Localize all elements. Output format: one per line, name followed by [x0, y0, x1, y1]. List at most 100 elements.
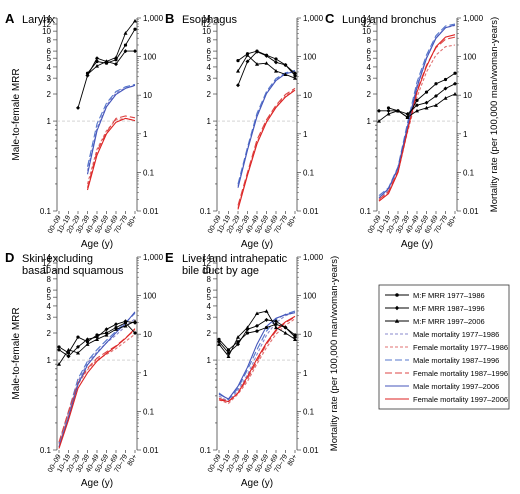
mrr-point [133, 27, 137, 31]
mrr-point [245, 325, 250, 330]
x-tick-label: 80+ [447, 215, 459, 229]
mortality-line-male [58, 311, 136, 448]
right-tick-label: 0.01 [143, 207, 159, 216]
mrr-point [424, 100, 429, 105]
mrr-point [245, 53, 250, 57]
y-axis-label-left: Male-to-female MRR [11, 68, 22, 160]
left-tick-label: 6 [47, 286, 52, 295]
mortality-line-female [378, 44, 456, 202]
mrr-point [76, 350, 80, 355]
mrr-point [443, 86, 448, 91]
panel-title-line: Liver and intrahepatic [182, 253, 288, 265]
legend-label: M:F MRR 1997–2006 [413, 317, 485, 326]
right-tick-label: 1,000 [463, 14, 484, 23]
mrr-point [85, 340, 90, 344]
mrr-point [245, 331, 250, 335]
mrr-point [264, 325, 269, 330]
left-tick-label: 14 [42, 253, 51, 262]
mortality-line-male [218, 311, 296, 403]
left-tick-label: 6 [367, 47, 372, 56]
mrr-point [85, 342, 90, 346]
panel-title-line: basal and squamous [22, 265, 124, 277]
mrr-point [123, 319, 128, 324]
left-tick-label: 10 [42, 266, 51, 275]
left-tick-label: 4 [47, 302, 52, 311]
mortality-line-male [237, 69, 296, 185]
mortality-line-male [378, 24, 456, 200]
right-tick-label: 10 [143, 91, 152, 100]
mrr-point [85, 72, 90, 77]
mrr-point [226, 348, 231, 352]
mrr-point [217, 339, 221, 344]
mrr-point [114, 55, 118, 60]
mrr-point [377, 119, 381, 123]
mrr-point [255, 49, 259, 54]
mrr-point [434, 103, 438, 107]
mrr-point [255, 323, 259, 328]
mrr-point [255, 329, 259, 333]
panel-b: B Esophagus0.112345681012140.010.11101001… [165, 11, 324, 250]
mrr-point [274, 57, 278, 61]
mrr-line [87, 20, 136, 75]
mrr-point [264, 61, 269, 65]
y-axis-label-left: Male-to-female MRR [11, 307, 22, 399]
mrr-point [104, 327, 109, 332]
x-tick-label: 80+ [127, 454, 139, 468]
right-tick-label: 1,000 [303, 253, 324, 262]
panel-title: Larynx [22, 14, 56, 26]
mrr-point [57, 362, 61, 366]
mrr-point [104, 333, 109, 337]
mrr-point [264, 53, 269, 58]
right-tick-label: 0.1 [303, 407, 315, 416]
mrr-point [236, 69, 240, 73]
mortality-line-male [378, 24, 456, 199]
mrr-point [453, 91, 457, 96]
mrr-point [434, 94, 438, 99]
left-tick-label: 1 [207, 117, 212, 126]
right-tick-label: 1 [463, 130, 468, 139]
legend-label: Female mortality 1977–1986 [413, 343, 508, 352]
mrr-point [405, 111, 410, 116]
left-tick-label: 14 [202, 14, 211, 23]
left-tick-label: 10 [202, 266, 211, 275]
mrr-point [236, 335, 240, 339]
mrr-line [218, 310, 296, 358]
left-tick-label: 8 [47, 275, 52, 284]
mortality-line-female [58, 329, 136, 443]
mortality-line-female [86, 117, 136, 191]
left-tick-label: 6 [47, 47, 52, 56]
mrr-point [95, 337, 99, 341]
mortality-line-female [378, 36, 456, 200]
x-axis-label: Age (y) [241, 239, 273, 250]
mrr-line [87, 28, 136, 74]
left-tick-label: 5 [367, 54, 372, 63]
right-tick-label: 100 [143, 53, 157, 62]
mrr-point [396, 108, 400, 113]
left-tick-label: 3 [367, 74, 372, 83]
mrr-point [283, 330, 288, 335]
right-tick-label: 0.1 [143, 168, 155, 177]
left-tick-label: 12 [42, 259, 51, 268]
left-tick-label: 12 [202, 259, 211, 268]
left-tick-label: 4 [47, 63, 52, 72]
left-tick-label: 5 [207, 54, 212, 63]
mrr-point [236, 59, 240, 63]
mortality-line-female [237, 89, 296, 210]
mortality-line-male [237, 70, 296, 186]
right-tick-label: 0.01 [463, 207, 479, 216]
left-tick-label: 8 [47, 36, 52, 45]
mrr-point [453, 81, 457, 86]
mrr-point [264, 317, 269, 322]
panel-letter: D [5, 250, 14, 265]
panel-title-line: Skin excluding [22, 253, 93, 265]
x-tick-label: 80+ [127, 215, 139, 229]
mrr-point [114, 62, 118, 67]
mrr-point [415, 108, 419, 113]
mrr-point [377, 108, 381, 113]
legend-marker [394, 305, 400, 311]
mrr-point [274, 319, 278, 324]
mortality-line-female [58, 328, 136, 449]
mortality-line-female [378, 34, 456, 202]
right-tick-label: 10 [303, 330, 312, 339]
